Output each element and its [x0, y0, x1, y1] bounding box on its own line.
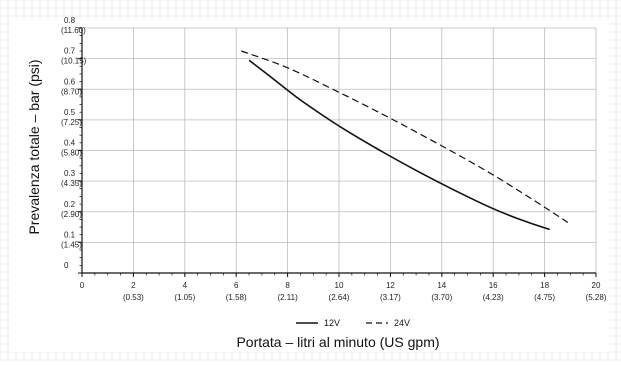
series-line-12v [248, 59, 550, 231]
x-tick-label: 2 [131, 281, 136, 290]
y-tick-label: 0.3 [64, 169, 76, 178]
x-tick-sublabel: (1.05) [174, 293, 195, 302]
chart-panel [10, 18, 609, 352]
legend-12v-label: 12V [324, 318, 340, 328]
y-tick-sublabel: (1.45) [61, 240, 82, 249]
y-tick-label: 0.8 [64, 16, 76, 25]
x-tick-sublabel: (0.53) [123, 293, 144, 302]
x-tick-sublabel: (2.64) [329, 293, 350, 302]
x-tick-sublabel: (3.17) [380, 293, 401, 302]
data-series [241, 50, 569, 231]
x-axis-title: Portata – litri al minuto (US gpm) [236, 334, 439, 350]
y-tick-sublabel: (7.25) [61, 118, 82, 127]
y-tick-label: 0.6 [64, 77, 76, 86]
series-line-24v [241, 50, 569, 223]
x-tick-sublabel: (3.70) [431, 293, 452, 302]
y-tick-label: 0.2 [64, 200, 76, 209]
x-tick-label: 6 [234, 281, 239, 290]
x-axis-ticks: 0 2 (0.53) 4 (1.05) 6 (1.58) 8 (2.11) 10 (2.64) 12 (… [80, 273, 607, 302]
y-tick-label: 0 [64, 261, 69, 270]
y-tick-label: 0.5 [64, 108, 76, 117]
y-tick-sublabel: (10.15) [61, 57, 87, 66]
x-tick-label: 18 [540, 281, 549, 290]
x-tick-label: 0 [80, 281, 85, 290]
x-tick-sublabel: (5.28) [586, 293, 607, 302]
x-tick-sublabel: (1.58) [226, 293, 247, 302]
y-tick-label: 0.1 [64, 230, 76, 239]
x-tick-label: 4 [183, 281, 188, 290]
y-tick-label: 0.4 [64, 139, 76, 148]
x-tick-label: 12 [386, 281, 395, 290]
y-tick-sublabel: (8.70) [61, 87, 82, 96]
plot-grid [82, 27, 597, 273]
x-tick-label: 8 [285, 281, 290, 290]
x-tick-sublabel: (2.11) [277, 293, 298, 302]
x-tick-sublabel: (4.75) [534, 293, 555, 302]
x-tick-label: 14 [437, 281, 446, 290]
y-axis-ticks: 0 0.1(1.45) 0.2(2.90) 0.3(4.35) 0.4(5.80) 0.5… [61, 16, 87, 274]
y-tick-sublabel: (4.35) [61, 179, 82, 188]
y-tick-sublabel: (5.80) [61, 149, 82, 158]
y-tick-sublabel: (11.60) [61, 26, 86, 35]
x-tick-label: 16 [489, 281, 498, 290]
x-tick-label: 20 [592, 281, 601, 290]
x-tick-label: 10 [335, 281, 344, 290]
x-tick-sublabel: (4.23) [483, 293, 504, 302]
y-axis-title: Prevalenza totale – bar (psi) [26, 59, 42, 234]
legend: 12V 24V [296, 318, 410, 328]
legend-24v-label: 24V [394, 318, 410, 328]
y-tick-sublabel: (2.90) [61, 210, 82, 219]
y-tick-label: 0.7 [64, 47, 76, 56]
